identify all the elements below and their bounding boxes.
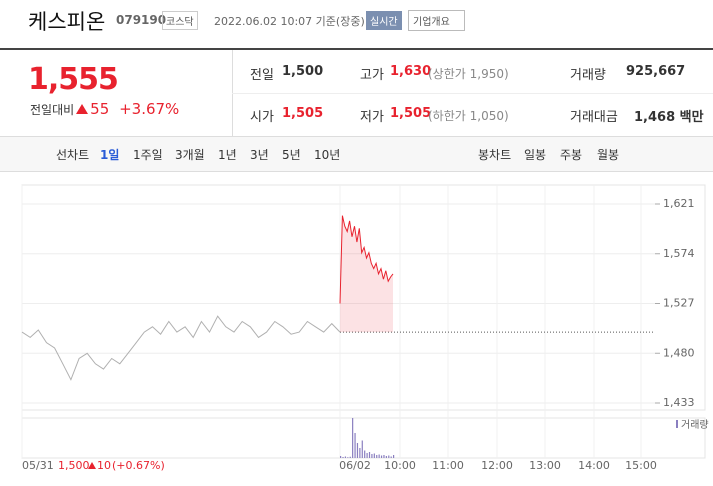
volume-bar	[352, 418, 354, 458]
company-button[interactable]: 기업개요	[408, 10, 465, 31]
y-tick-label: 1,433	[663, 396, 695, 409]
tab[interactable]: 10년	[314, 148, 341, 162]
quote-value: 1,630	[390, 64, 432, 79]
tab[interactable]: 3년	[250, 148, 269, 162]
change-row: 전일대비 55 +3.67%	[30, 100, 179, 118]
footer-change: 10	[97, 459, 111, 472]
quote-extra: (상한가 1,950)	[428, 67, 509, 81]
volume-label: 거래량	[681, 419, 709, 431]
stock-code: 079190	[116, 13, 167, 27]
realtime-badge[interactable]: 실시간	[366, 11, 402, 30]
y-tick-label: 1,574	[663, 247, 695, 260]
quote-value: 925,667	[626, 64, 686, 79]
volume-bar	[378, 454, 380, 458]
volume-bar	[388, 455, 390, 458]
tab-label: 선차트	[56, 148, 90, 162]
volume-bar	[366, 453, 368, 458]
footer-rate: (+0.67%)	[112, 459, 165, 472]
quote-label: 거래량	[570, 68, 606, 83]
y-tick-label: 1,621	[663, 197, 695, 210]
volume-bar	[344, 456, 347, 458]
tab[interactable]: 일봉	[524, 148, 547, 162]
y-tick-label: 1,527	[663, 297, 695, 310]
volume-bar	[368, 452, 371, 458]
footer-price: 1,500	[58, 459, 90, 472]
tab-bar	[0, 136, 713, 172]
volume-bar	[380, 455, 383, 458]
quote-value: 1,468 백만	[634, 110, 704, 125]
volume-bar	[359, 448, 361, 458]
y-tick-label: 1,480	[663, 346, 695, 359]
price-line	[21, 315, 341, 381]
up-icon	[76, 104, 89, 114]
quote-label: 저가	[360, 110, 384, 125]
volume-bar	[376, 455, 378, 458]
tab[interactable]: 1일	[100, 148, 120, 162]
volume-bar	[364, 450, 366, 458]
rate: +3.67%	[119, 100, 180, 118]
volume-bar	[385, 456, 387, 458]
volume-bar	[340, 456, 342, 458]
quote-label: 전일	[250, 68, 274, 83]
header-rule	[0, 48, 713, 50]
quote-value: 1,500	[282, 64, 324, 79]
divider	[232, 93, 713, 94]
x-tick-label: 14:00	[578, 459, 610, 472]
volume-frame	[21, 417, 706, 459]
price: 1,555	[28, 62, 119, 97]
x-tick-label: 15:00	[625, 459, 657, 472]
quote-value: 1,505	[282, 106, 324, 121]
x-tick-label: 12:00	[481, 459, 513, 472]
x-tick-label: 05/31	[22, 459, 54, 472]
tab[interactable]: 1년	[218, 148, 237, 162]
quote-label: 거래대금	[570, 110, 618, 125]
quote-label: 고가	[360, 68, 384, 83]
change: 55	[90, 100, 110, 118]
change-label: 전일대비	[30, 103, 75, 117]
timestamp: 2022.06.02 10:07 기준(장중)	[214, 15, 365, 28]
volume-bar	[393, 455, 395, 458]
area	[340, 215, 393, 333]
x-tick-label: 11:00	[432, 459, 464, 472]
volume-bar	[373, 453, 375, 458]
volume-bar	[349, 456, 351, 458]
volume-bar	[390, 456, 392, 458]
up-icon	[88, 462, 96, 469]
volume-bar	[342, 457, 344, 458]
volume-bar	[356, 443, 359, 458]
quote-extra: (하한가 1,050)	[428, 109, 509, 123]
volume-bar	[383, 455, 385, 458]
tab[interactable]: 월봉	[597, 148, 620, 162]
x-tick-label: 10:00	[384, 459, 416, 472]
stock-name: 케스피온	[28, 10, 106, 34]
volume-legend-icon	[676, 420, 678, 428]
price-line	[339, 215, 394, 304]
tab[interactable]: 1주일	[133, 148, 163, 162]
x-tick-label: 13:00	[529, 459, 561, 472]
market-badge: 코스닥	[162, 11, 198, 30]
tab-label: 봉차트	[478, 148, 512, 162]
tab[interactable]: 3개월	[175, 148, 205, 162]
x-tick-label: 06/02	[339, 459, 371, 472]
quote-label: 시가	[250, 110, 274, 125]
volume-bar	[347, 457, 349, 458]
tab[interactable]: 5년	[282, 148, 301, 162]
volume-bar	[361, 440, 363, 458]
tab[interactable]: 주봉	[560, 148, 583, 162]
quote-value: 1,505	[390, 106, 432, 121]
volume-bar	[371, 454, 373, 458]
volume-bar	[354, 433, 356, 458]
